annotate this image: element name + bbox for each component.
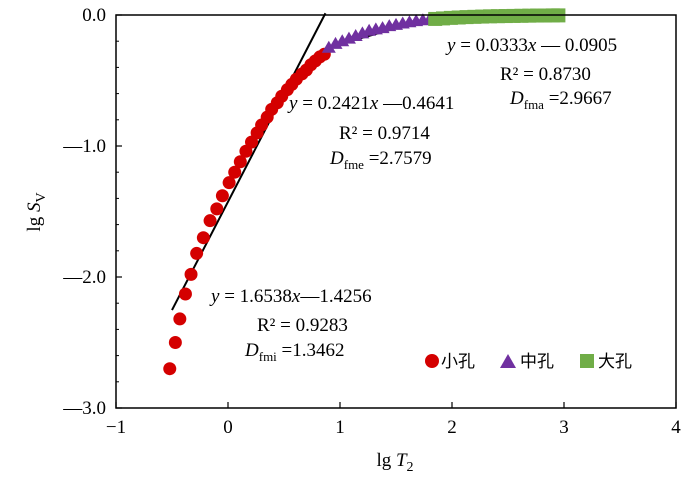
legend-marker-large (580, 354, 594, 368)
legend: 小孔 中孔 大孔 (425, 352, 632, 371)
annotation-small: y = 1.6538x—1.4256 R² = 0.9283 Dfmi =1.3… (209, 286, 372, 364)
point-small-pore (210, 202, 224, 216)
fit-eq-small: y = 1.6538x—1.4256 (209, 286, 372, 307)
r2-medium: R² = 0.9714 (339, 123, 430, 144)
y-axis-label-var: S (24, 202, 45, 212)
y-axis-label: lg SV (24, 192, 49, 231)
x-tick-label: 3 (559, 417, 569, 438)
y-tick-label: —1.0 (62, 136, 106, 157)
point-small-pore (228, 165, 242, 179)
point-small-pore (163, 362, 177, 376)
point-small-pore (222, 176, 236, 190)
annotation-medium: y = 0.2421x —0.4641 R² = 0.9714 Dfme =2.… (287, 93, 454, 172)
plot-frame (115, 14, 677, 409)
point-small-pore (215, 189, 229, 203)
fit-eq-medium: y = 0.2421x —0.4641 (287, 93, 454, 114)
x-tick-label: −1 (106, 417, 126, 438)
legend-marker-small (425, 354, 439, 368)
point-small-pore (190, 246, 204, 260)
point-small-pore (168, 336, 182, 349)
x-axis-label-var: T (396, 450, 408, 471)
x-tick-labels: −1 0 1 2 3 4 (106, 417, 681, 438)
r2-small: R² = 0.9283 (257, 315, 348, 336)
point-small-pore (178, 287, 192, 301)
point-small-pore (203, 214, 217, 228)
fit-line-small (171, 12, 327, 311)
x-axis-label: lg T2 (376, 450, 413, 475)
point-small-pore (233, 155, 247, 169)
point-medium-pore (321, 40, 336, 53)
annotation-large: y = 0.0333x — 0.0905 R² = 0.8730 Dfma =2… (445, 35, 617, 112)
x-tick-label: 1 (335, 417, 345, 438)
point-small-pore (173, 312, 187, 326)
legend-marker-medium (500, 354, 516, 368)
y-axis-label-group: lg SV (24, 192, 49, 231)
y-tick-label: —2.0 (62, 267, 106, 288)
point-small-pore (184, 267, 198, 281)
r2-large: R² = 0.8730 (500, 64, 591, 85)
fit-eq-large: y = 0.0333x — 0.0905 (445, 35, 617, 56)
y-tick-label: 0.0 (82, 5, 106, 26)
x-axis-label-sub: 2 (407, 460, 414, 475)
x-tick-label: 2 (447, 417, 457, 438)
dimension-medium: Dfme =2.7579 (329, 148, 432, 172)
y-axis-label-prefix: lg (24, 212, 45, 232)
dimension-small: Dfmi =1.3462 (244, 340, 345, 364)
y-tick-labels: 0.0 —1.0 —2.0 —3.0 (62, 5, 106, 419)
legend-label-medium: 中孔 (520, 352, 554, 371)
y-axis-label-sub: V (34, 192, 49, 202)
y-tick-label: —3.0 (62, 398, 106, 419)
dimension-large: Dfma =2.9667 (509, 88, 612, 112)
legend-label-small: 小孔 (441, 352, 475, 371)
x-tick-label: 4 (671, 417, 681, 438)
x-axis-label-prefix: lg (376, 450, 396, 471)
legend-label-large: 大孔 (598, 352, 632, 371)
x-tick-label: 0 (223, 417, 233, 438)
point-small-pore (196, 231, 210, 245)
